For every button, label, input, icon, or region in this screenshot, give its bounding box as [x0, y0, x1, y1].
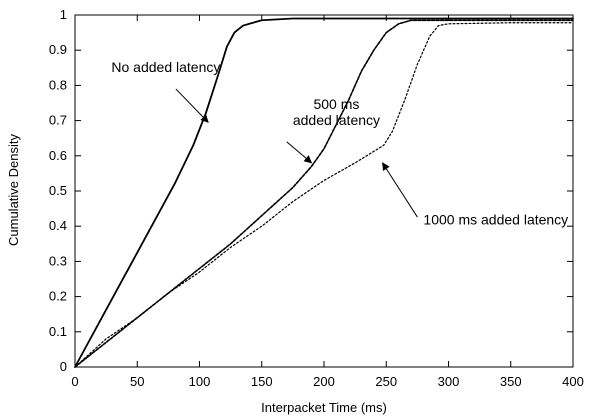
x-tick-label: 100 — [189, 374, 211, 389]
series-line-2 — [74, 22, 574, 368]
annotation-arrow-2 — [382, 162, 418, 218]
x-tick-label: 0 — [71, 374, 78, 389]
y-tick-label: 0.8 — [49, 77, 67, 92]
x-tick-label: 250 — [375, 374, 397, 389]
y-tick-label: 0.6 — [49, 148, 67, 163]
y-tick-label: 0.1 — [49, 324, 67, 339]
annotation-arrow-0 — [175, 88, 209, 123]
y-tick-label: 0.9 — [49, 42, 67, 57]
annotation-line-2-0: 1000 ms added latency — [423, 211, 568, 227]
annotation-arrow-1 — [286, 141, 313, 164]
y-tick-label: 1 — [60, 7, 67, 22]
x-tick-label: 350 — [500, 374, 522, 389]
y-axis-label: Cumulative Density — [6, 134, 21, 246]
x-axis-label: Interpacket Time (ms) — [261, 400, 387, 415]
x-tick-label: 400 — [562, 374, 584, 389]
series-line-0 — [74, 17, 574, 368]
x-tick-label: 300 — [438, 374, 460, 389]
y-tick-label: 0 — [60, 359, 67, 374]
annotation-line-1-1: added latency — [293, 112, 380, 128]
y-tick-label: 0.2 — [49, 289, 67, 304]
annotation-label-1: 500 ms added latency — [293, 96, 380, 128]
annotation-label-2: 1000 ms added latency — [423, 211, 568, 227]
y-tick-label: 0.4 — [49, 218, 67, 233]
y-tick-label: 0.5 — [49, 183, 67, 198]
x-tick-label: 150 — [251, 374, 273, 389]
y-tick-label: 0.7 — [49, 113, 67, 128]
y-tick-label: 0.3 — [49, 253, 67, 268]
x-tick-label: 200 — [313, 374, 335, 389]
x-tick-label: 50 — [130, 374, 144, 389]
annotation-line-0-0: No added latency — [111, 59, 220, 75]
annotation-label-0: No added latency — [111, 59, 220, 75]
annotation-line-1-0: 500 ms — [313, 96, 359, 112]
